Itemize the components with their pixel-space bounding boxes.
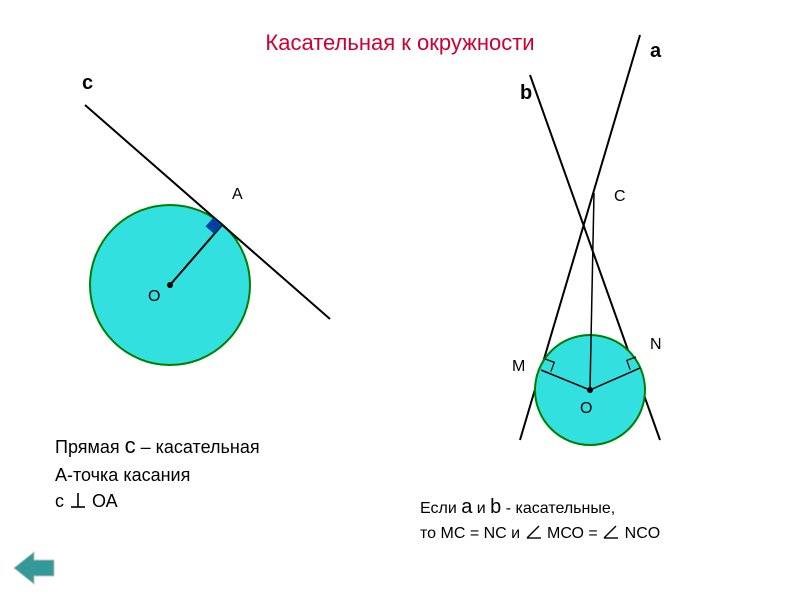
cap-r2-suffix: NCO (625, 525, 661, 542)
cap-l3-suffix: ОА (92, 491, 118, 511)
back-button[interactable] (12, 548, 56, 588)
perp-icon (69, 491, 87, 509)
angle-icon (525, 524, 543, 540)
cap-l1-var: с (125, 433, 136, 458)
cap-r1-a: а (461, 496, 472, 518)
cap-r1-prefix: Если (420, 500, 461, 517)
cap-r1-suffix: - касательные, (501, 500, 615, 517)
back-arrow-icon (14, 552, 54, 584)
cap-l1-suffix: – касательная (136, 437, 260, 457)
label-n-point: N (650, 336, 662, 354)
cap-l2: А-точка касания (55, 462, 260, 488)
label-c-point: C (614, 188, 626, 206)
cap-l3-prefix: с (55, 491, 69, 511)
label-o-right: O (580, 400, 592, 418)
label-line-a: a (650, 40, 661, 63)
angle-icon (602, 524, 620, 540)
center-dot-o-right (587, 387, 593, 393)
caption-right: Если а и b - касательные, то МС = NC и М… (420, 492, 660, 546)
caption-left: Прямая с – касательная А-точка касания с… (55, 430, 260, 514)
label-line-b: b (520, 82, 532, 105)
cap-r1-mid: и (472, 500, 490, 517)
cap-r2-prefix: то МС = NC и (420, 525, 525, 542)
cap-r1-b: b (490, 496, 501, 518)
label-m-point: M (512, 358, 525, 376)
cap-l1-prefix: Прямая (55, 437, 125, 457)
cap-r2-mid: МСО = (547, 525, 602, 542)
